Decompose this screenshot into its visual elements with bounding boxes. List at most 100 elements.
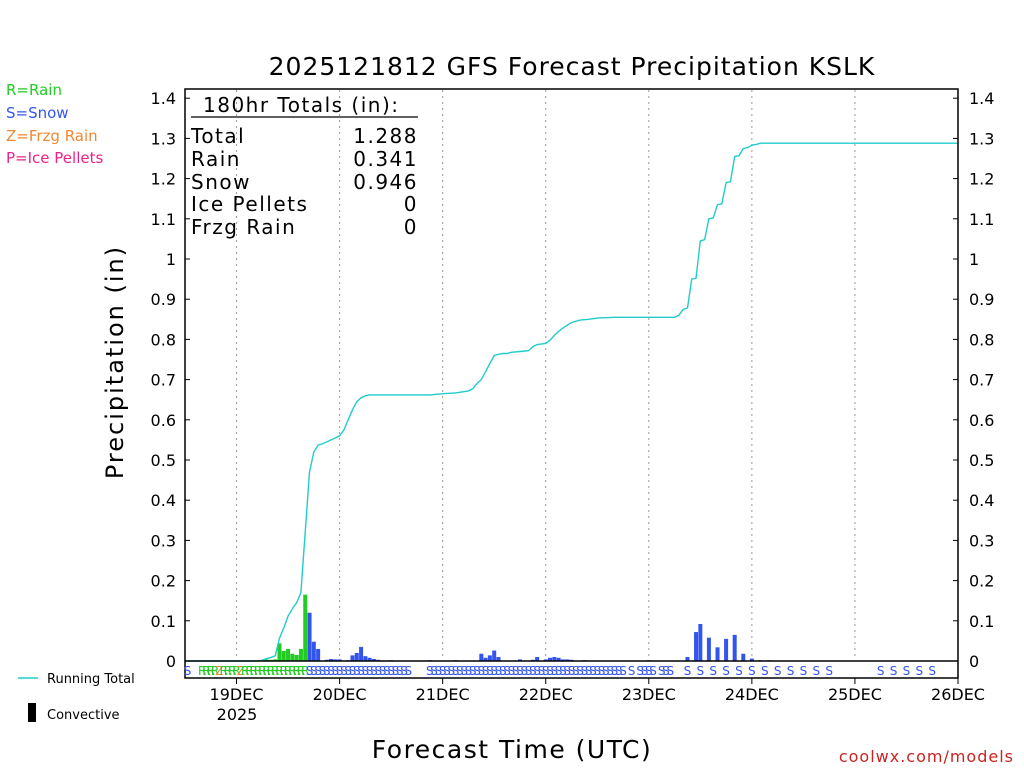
precip-bar (698, 624, 703, 661)
type-marker: S (697, 664, 705, 678)
type-marker: S (636, 664, 644, 678)
y-tick-label-right: 1 (969, 250, 979, 269)
type-marker: S (800, 664, 808, 678)
type-marker: S (761, 664, 769, 678)
type-marker: S (602, 664, 610, 678)
precip-bar (264, 659, 269, 661)
type-marker: S (456, 664, 464, 678)
type-marker: S (628, 664, 636, 678)
type-marker: S (581, 664, 589, 678)
legend-ice-pellets: P=Ice Pellets (6, 149, 103, 167)
running-total-line (185, 142, 958, 662)
type-marker: R (224, 664, 232, 678)
type-marker: S (486, 664, 494, 678)
type-marker: S (366, 664, 374, 678)
type-marker: R (254, 664, 262, 678)
running-total-legend-label: Running Total (47, 672, 135, 687)
type-marker: R (207, 664, 215, 678)
precip-bar (565, 659, 570, 661)
type-marker: S (362, 664, 370, 678)
type-marker: S (400, 664, 408, 678)
x-axis-label: Forecast Time (UTC) (372, 735, 652, 764)
type-marker: S (559, 664, 567, 678)
precip-bar (316, 648, 321, 661)
type-marker: R (280, 664, 288, 678)
type-marker: R (250, 664, 258, 678)
type-marker: R (202, 664, 210, 678)
bars-layer (260, 594, 772, 662)
totals-snow-value: 0.946 (353, 170, 418, 194)
precip-bar (363, 656, 368, 661)
precip-bar (685, 656, 690, 661)
type-marker: S (666, 664, 674, 678)
precip-bar (273, 659, 278, 661)
type-marker: S (563, 664, 571, 678)
type-marker: S (533, 664, 541, 678)
type-marker: S (336, 664, 344, 678)
precip-bar (298, 648, 303, 661)
precip-bar (543, 659, 548, 661)
precip-bar (517, 659, 522, 661)
type-marker: S (353, 664, 361, 678)
type-marker: S (890, 664, 898, 678)
type-marker: S (392, 664, 400, 678)
type-marker: S (825, 664, 833, 678)
type-marker: S (529, 664, 537, 678)
type-marker: S (619, 664, 627, 678)
x-tick-label: 23DEC (622, 685, 676, 704)
type-markers: S RRRRZRRRRZRRRRRRRRRRRRRRRSSSSSSSSSSSSSS… (184, 664, 936, 678)
totals-total-value: 1.288 (353, 124, 418, 148)
precip-bar (277, 643, 282, 661)
precip-bar (367, 657, 372, 661)
precip-bar (350, 655, 355, 661)
type-marker: S (589, 664, 597, 678)
legend-rain: R=Rain (6, 81, 62, 99)
precip-bar (479, 653, 484, 661)
type-marker: S (615, 664, 623, 678)
type-marker: S (452, 664, 460, 678)
precip-type-legend: R=Rain S=Snow Z=Frzg Rain P=Ice Pellets (6, 81, 103, 167)
type-marker: S (469, 664, 477, 678)
type-marker: R (275, 664, 283, 678)
type-marker: S (310, 664, 318, 678)
type-marker: S (516, 664, 524, 678)
precip-bar (724, 638, 729, 661)
type-marker: R (292, 664, 300, 678)
totals-ice-pellets-value: 0 (404, 192, 418, 216)
series-legend: Running Total Convective (18, 672, 135, 723)
y-tick-label-right: 0.6 (969, 411, 994, 430)
precip-bar (290, 653, 295, 661)
y-tick-label-left: 0 (166, 652, 176, 671)
type-marker: S (748, 664, 756, 678)
totals-total-label: Total (190, 124, 245, 148)
type-marker: S (379, 664, 387, 678)
type-marker: S (903, 664, 911, 678)
y-tick-label-left: 0.5 (151, 451, 176, 470)
y-tick-label-left: 1.4 (151, 89, 176, 108)
y-tick-label-right: 0.3 (969, 531, 994, 550)
totals-rain-label: Rain (191, 147, 241, 171)
type-marker: S (314, 664, 322, 678)
y-tick-label-left: 1 (166, 250, 176, 269)
type-marker: S (447, 664, 455, 678)
type-marker: R (284, 664, 292, 678)
type-marker: S (662, 664, 670, 678)
y-tick-label-right: 1.3 (969, 129, 994, 148)
type-marker: R (245, 664, 253, 678)
type-marker: S (439, 664, 447, 678)
type-marker: S (658, 664, 666, 678)
type-marker: S (396, 664, 404, 678)
precip-bar (359, 646, 364, 661)
totals-snow-label: Snow (191, 170, 251, 194)
type-marker: S (374, 664, 382, 678)
precip-bar (354, 652, 359, 661)
y-tick-label-left: 0.3 (151, 531, 176, 550)
type-marker: S (499, 664, 507, 678)
precip-bar (715, 647, 720, 661)
type-marker: R (301, 664, 309, 678)
type-marker: S (349, 664, 357, 678)
plot-frame (184, 88, 959, 679)
totals-box: 180hr Totals (in): Total 1.288 Rain 0.34… (190, 93, 418, 239)
x-tick-label: 22DEC (519, 685, 573, 704)
type-marker: S (722, 664, 730, 678)
